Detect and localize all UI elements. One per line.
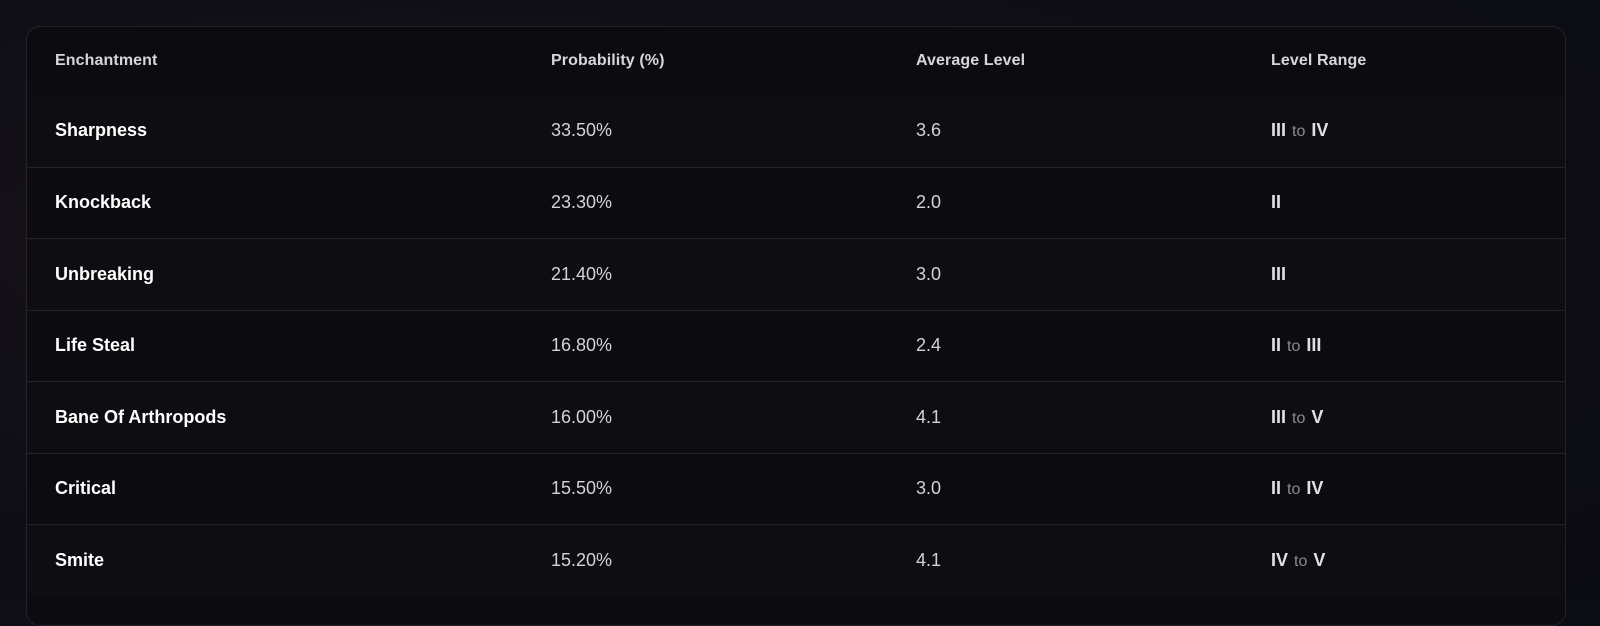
enchantment-table: Enchantment Probability (%) Average Leve… bbox=[26, 26, 1566, 626]
header-probability[interactable]: Probability (%) bbox=[551, 52, 665, 69]
header-enchantment[interactable]: Enchantment bbox=[55, 52, 158, 69]
range-from: II bbox=[1271, 478, 1282, 499]
range-separator: to bbox=[1292, 409, 1306, 427]
range-from: II bbox=[1271, 335, 1282, 356]
enchantment-name: Knockback bbox=[55, 192, 152, 213]
level-range-cell: II to III bbox=[1271, 335, 1565, 356]
enchantment-name: Life Steal bbox=[55, 335, 136, 356]
range-to: V bbox=[1313, 549, 1326, 570]
range-to: V bbox=[1311, 406, 1324, 427]
average-level-value: 3.0 bbox=[916, 263, 942, 284]
range-from: II bbox=[1271, 192, 1282, 213]
range-separator: to bbox=[1287, 481, 1301, 499]
range-separator: to bbox=[1287, 338, 1301, 356]
probability-value: 16.80% bbox=[551, 335, 613, 356]
probability-value: 16.00% bbox=[551, 406, 613, 427]
table-row: Critical 15.50% 3.0 II to IV bbox=[27, 452, 1565, 525]
level-range-cell: III to IV bbox=[1271, 120, 1565, 141]
enchantment-name: Sharpness bbox=[55, 120, 148, 141]
table-row: Sharpness 33.50% 3.6 III to IV bbox=[27, 95, 1565, 167]
table-row: Unbreaking 21.40% 3.0 III bbox=[27, 238, 1565, 310]
average-level-value: 4.1 bbox=[916, 406, 942, 427]
average-level-value: 3.0 bbox=[916, 478, 942, 499]
average-level-value: 3.6 bbox=[916, 120, 942, 141]
enchantment-name: Smite bbox=[55, 549, 105, 570]
level-range-cell: II to IV bbox=[1271, 478, 1565, 499]
table-row: Smite 15.20% 4.1 IV to V bbox=[27, 524, 1565, 596]
probability-value: 15.50% bbox=[551, 478, 613, 499]
range-from: III bbox=[1271, 120, 1287, 141]
table-row: Bane Of Arthropods 16.00% 4.1 III to V bbox=[27, 381, 1565, 453]
enchantment-name: Bane Of Arthropods bbox=[55, 406, 227, 427]
probability-value: 21.40% bbox=[551, 263, 613, 284]
header-level-range[interactable]: Level Range bbox=[1271, 52, 1367, 69]
range-to: IV bbox=[1306, 478, 1324, 499]
range-to: IV bbox=[1311, 120, 1329, 141]
range-separator: to bbox=[1294, 552, 1308, 570]
level-range-cell: II bbox=[1271, 192, 1565, 213]
table-row: Knockback 23.30% 2.0 II bbox=[27, 166, 1565, 239]
table-header-row: Enchantment Probability (%) Average Leve… bbox=[27, 27, 1565, 95]
range-from: III bbox=[1271, 263, 1287, 284]
level-range-cell: IV to V bbox=[1271, 550, 1565, 571]
probability-value: 33.50% bbox=[551, 120, 613, 141]
probability-value: 23.30% bbox=[551, 192, 613, 213]
level-range-cell: III bbox=[1271, 264, 1565, 285]
enchantment-name: Critical bbox=[55, 478, 117, 499]
average-level-value: 2.0 bbox=[916, 192, 942, 213]
average-level-value: 4.1 bbox=[916, 549, 942, 570]
average-level-value: 2.4 bbox=[916, 335, 942, 356]
enchantment-name: Unbreaking bbox=[55, 263, 155, 284]
table-body: Sharpness 33.50% 3.6 III to IV Knockback 2… bbox=[27, 95, 1565, 596]
range-from: IV bbox=[1271, 549, 1289, 570]
level-range-cell: III to V bbox=[1271, 407, 1565, 428]
range-from: III bbox=[1271, 406, 1287, 427]
range-separator: to bbox=[1292, 123, 1306, 141]
table-row: Life Steal 16.80% 2.4 II to III bbox=[27, 309, 1565, 382]
header-average-level[interactable]: Average Level bbox=[916, 52, 1026, 69]
probability-value: 15.20% bbox=[551, 549, 613, 570]
range-to: III bbox=[1306, 335, 1322, 356]
